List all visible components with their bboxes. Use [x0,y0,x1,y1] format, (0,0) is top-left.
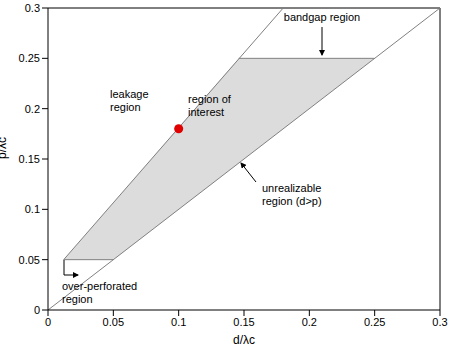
svg-text:over-perforatedregion: over-perforatedregion [62,280,137,305]
svg-text:region ofinterest: region ofinterest [188,93,232,118]
svg-text:bandgap region: bandgap region [284,11,360,23]
svg-text:0.3: 0.3 [432,316,441,328]
svg-text:0.15: 0.15 [19,153,40,165]
svg-text:0.25: 0.25 [364,316,385,328]
svg-text:0.05: 0.05 [19,254,40,266]
svg-text:0: 0 [45,316,51,328]
svg-text:unrealizableregion (d>p): unrealizableregion (d>p) [262,182,322,207]
svg-text:0.25: 0.25 [19,52,40,64]
svg-text:0.3: 0.3 [25,2,40,14]
svg-text:0.2: 0.2 [25,103,40,115]
svg-text:0: 0 [34,304,40,316]
svg-text:0.2: 0.2 [302,316,317,328]
svg-text:0.15: 0.15 [233,316,254,328]
svg-text:0.1: 0.1 [25,203,40,215]
svg-text:p/λc: p/λc [8,137,9,159]
svg-text:leakageregion: leakageregion [110,88,149,113]
svg-text:0.1: 0.1 [171,316,186,328]
svg-text:d/λc: d/λc [233,333,255,344]
svg-text:0.05: 0.05 [103,316,124,328]
